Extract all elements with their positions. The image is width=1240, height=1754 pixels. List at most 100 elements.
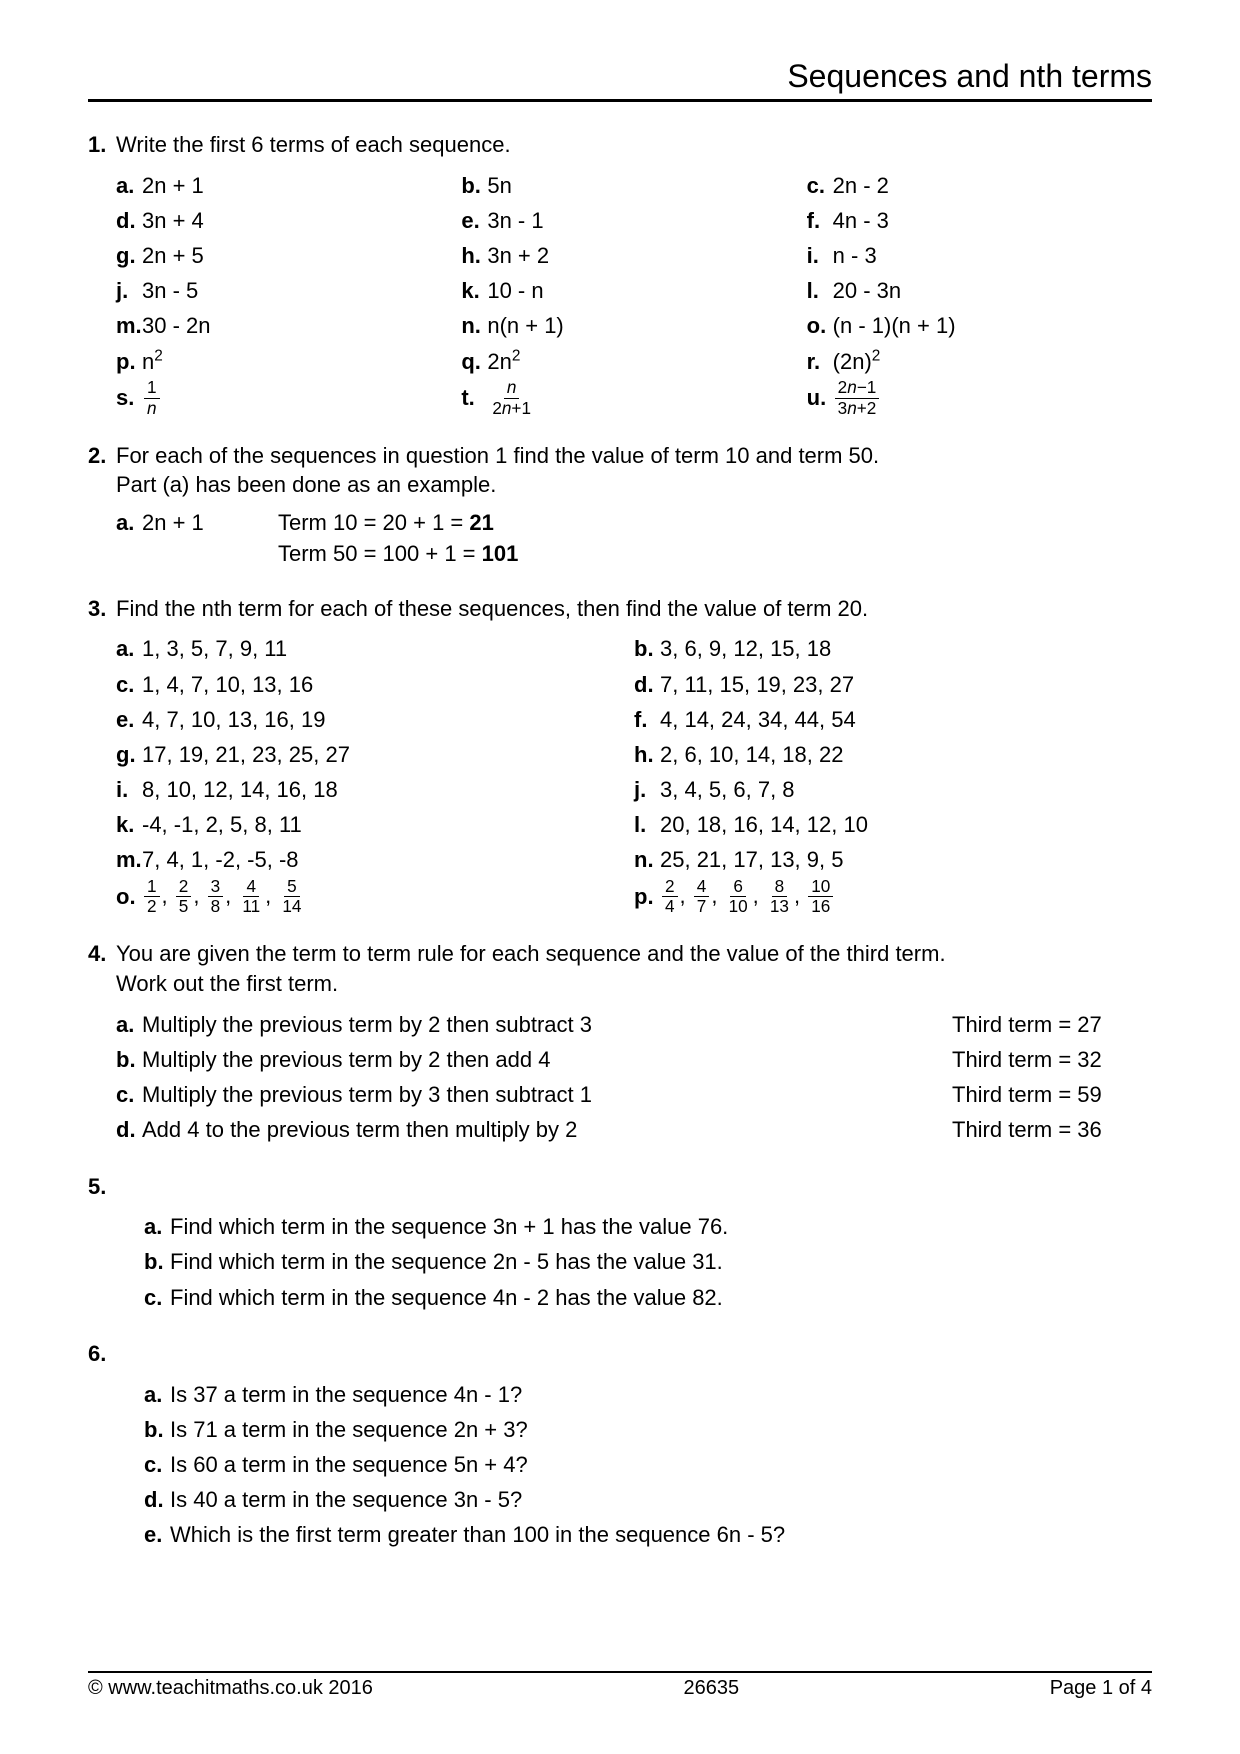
item-letter: h. [634,737,660,772]
item-letter: p. [634,879,660,914]
question-text: Find the nth term for each of these sequ… [116,594,1152,624]
list-item: b.Is 71 a term in the sequence 2n + 3? [144,1412,1152,1447]
item-content: 2n + 1 [142,168,204,203]
list-item: k.-4, -1, 2, 5, 8, 11 [116,807,634,842]
question-1: 1. Write the first 6 terms of each seque… [88,130,1152,417]
item-letter: g. [116,737,142,772]
list-item: a.2n + 1 [116,168,461,203]
item-letter: l. [634,807,660,842]
example-expression: 2n + 1 [142,508,278,539]
item-letter: j. [116,273,142,308]
item-letter: a. [116,508,142,539]
list-item: o.(n - 1)(n + 1) [807,308,1152,343]
list-item: b.3, 6, 9, 12, 15, 18 [634,631,1152,666]
list-item: p.24, 47, 610, 813, 1016 [634,878,1152,916]
item-letter: a. [144,1377,170,1412]
list-item: s.1n [116,379,461,417]
item-content: 12, 25, 38, 411, 514 [142,878,306,916]
list-item: u.2n−13n+2 [807,379,1152,417]
list-item: h.2, 6, 10, 14, 18, 22 [634,737,1152,772]
question-text: Write the first 6 terms of each sequence… [116,130,1152,160]
list-item: j.3n - 5 [116,273,461,308]
item-content: 30 - 2n [142,308,211,343]
list-item: l.20 - 3n [807,273,1152,308]
footer-right: Page 1 of 4 [1050,1677,1152,1700]
question-number: 6. [88,1339,116,1369]
item-content: 10 - n [487,273,543,308]
list-item: d.Add 4 to the previous term then multip… [116,1112,1152,1147]
list-item: h.3n + 2 [461,238,806,273]
item-letter: c. [144,1280,170,1315]
question-number: 4. [88,939,116,969]
item-content: 1, 3, 5, 7, 9, 11 [142,631,287,666]
question-number: 1. [88,130,116,160]
item-content: 1n [142,379,162,417]
item-content: Is 71 a term in the sequence 2n + 3? [170,1412,528,1447]
item-letter: c. [144,1447,170,1482]
example-line: Term 50 = 100 + 1 = 101 [278,539,518,570]
item-content: 5n [487,168,511,203]
list-item: d.7, 11, 15, 19, 23, 27 [634,667,1152,702]
item-letter: k. [116,807,142,842]
item-letter: d. [116,1112,142,1147]
list-item: d.Is 40 a term in the sequence 3n - 5? [144,1482,1152,1517]
item-content: 3n + 4 [142,203,204,238]
item-letter: o. [116,879,142,914]
item-letter: c. [116,1077,142,1112]
rule-text: Multiply the previous term by 2 then sub… [142,1007,952,1042]
list-item: d.3n + 4 [116,203,461,238]
list-item: j.3, 4, 5, 6, 7, 8 [634,772,1152,807]
list-item: r.(2n)2 [807,344,1152,379]
item-letter: b. [634,631,660,666]
item-content: Which is the first term greater than 100… [170,1517,785,1552]
item-content: Find which term in the sequence 2n - 5 h… [170,1244,723,1279]
list-item: t.n2n+1 [461,379,806,417]
rule-text: Multiply the previous term by 2 then add… [142,1042,952,1077]
item-content: Find which term in the sequence 3n + 1 h… [170,1209,728,1244]
item-letter: c. [116,667,142,702]
list-item: c.1, 4, 7, 10, 13, 16 [116,667,634,702]
item-letter: q. [461,344,487,379]
item-letter: m. [116,308,142,343]
item-letter: f. [807,203,833,238]
item-content: 24, 47, 610, 813, 1016 [660,878,835,916]
item-letter: b. [144,1412,170,1447]
item-content: Is 60 a term in the sequence 5n + 4? [170,1447,528,1482]
item-content: 25, 21, 17, 13, 9, 5 [660,842,843,877]
item-content: 2, 6, 10, 14, 18, 22 [660,737,843,772]
list-item: p.n2 [116,344,461,379]
item-letter: l. [807,273,833,308]
item-content: 1, 4, 7, 10, 13, 16 [142,667,313,702]
item-content: 3n + 2 [487,238,549,273]
item-content: 7, 4, 1, -2, -5, -8 [142,842,299,877]
item-content: Is 40 a term in the sequence 3n - 5? [170,1482,522,1517]
question-5: 5. a.Find which term in the sequence 3n … [88,1172,1152,1315]
item-letter: n. [634,842,660,877]
item-letter: p. [116,344,142,379]
question-number: 2. [88,441,116,471]
question-number: 3. [88,594,116,624]
item-content: 2n2 [487,344,520,379]
item-letter: b. [461,168,487,203]
item-content: 20, 18, 16, 14, 12, 10 [660,807,868,842]
list-item: m.7, 4, 1, -2, -5, -8 [116,842,634,877]
question-2: 2. For each of the sequences in question… [88,441,1152,570]
question-text: You are given the term to term rule for … [116,939,1152,998]
item-letter: h. [461,238,487,273]
list-item: g.2n + 5 [116,238,461,273]
question-6: 6. a.Is 37 a term in the sequence 4n - 1… [88,1339,1152,1553]
list-item: b.Multiply the previous term by 2 then a… [116,1042,1152,1077]
item-letter: f. [634,702,660,737]
rule-text: Multiply the previous term by 3 then sub… [142,1077,952,1112]
list-item: b.5n [461,168,806,203]
item-content: 3n - 5 [142,273,198,308]
item-content: 4, 14, 24, 34, 44, 54 [660,702,856,737]
item-content: 3, 6, 9, 12, 15, 18 [660,631,831,666]
term-value: Third term = 59 [952,1077,1152,1112]
item-letter: a. [144,1209,170,1244]
item-content: 20 - 3n [833,273,902,308]
item-content: -4, -1, 2, 5, 8, 11 [142,807,302,842]
item-letter: t. [461,380,487,415]
item-letter: g. [116,238,142,273]
list-item: c.2n - 2 [807,168,1152,203]
